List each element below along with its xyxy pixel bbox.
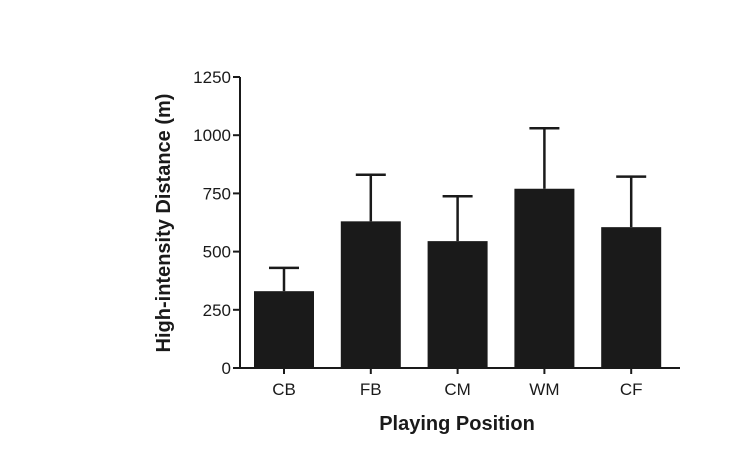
error-bar-cf xyxy=(616,175,647,228)
y-tick-label-1000: 1000 xyxy=(193,126,231,145)
x-ticks-group: CB FB CM WM CF xyxy=(272,368,643,399)
error-bars-group xyxy=(269,126,647,292)
y-tick-label-750: 750 xyxy=(203,184,231,203)
error-bar-cm xyxy=(442,194,473,242)
bars-group xyxy=(254,188,662,368)
error-bar-wm xyxy=(529,126,560,189)
x-tick-label-cf: CF xyxy=(620,380,643,399)
error-bar-fb xyxy=(355,173,386,222)
x-tick-label-wm: WM xyxy=(529,380,559,399)
bar-fb xyxy=(340,221,401,368)
bar-wm xyxy=(514,188,575,368)
y-ticks-group: 0 250 500 750 1000 1250 xyxy=(193,68,240,378)
y-tick-label-0: 0 xyxy=(222,359,231,378)
y-tick-label-1250: 1250 xyxy=(193,68,231,87)
x-tick-label-fb: FB xyxy=(360,380,382,399)
y-axis-title: High-intensity Distance (m) xyxy=(153,94,175,353)
bar-cf xyxy=(601,227,662,368)
x-axis-title: Playing Position xyxy=(379,413,535,435)
x-tick-label-cm: CM xyxy=(444,380,470,399)
error-bar-cb xyxy=(269,266,299,292)
axes-group xyxy=(239,77,680,369)
y-tick-label-250: 250 xyxy=(203,301,231,320)
bar-cb xyxy=(254,291,314,368)
x-tick-label-cb: CB xyxy=(272,380,296,399)
bar-cm xyxy=(427,241,488,368)
y-tick-label-500: 500 xyxy=(203,243,231,262)
